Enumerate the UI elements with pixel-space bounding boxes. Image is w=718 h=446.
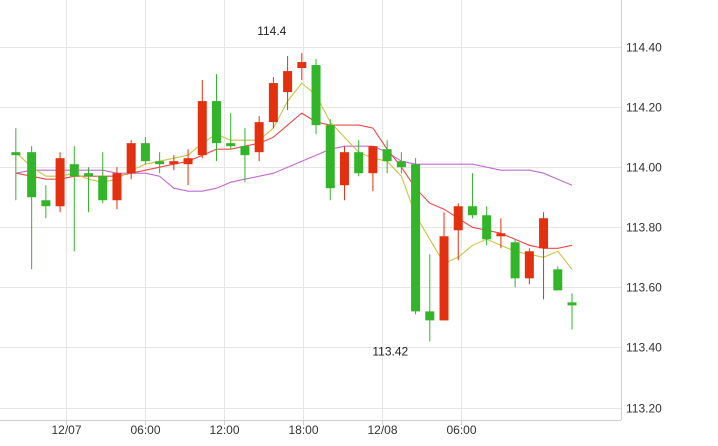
annotations: 114.4 113.42 (257, 24, 408, 358)
candle-up (283, 71, 293, 93)
ma-mid-line (15, 112, 573, 249)
x-tick-label: 12:00 (209, 423, 239, 437)
y-tick-label: 113.80 (626, 221, 662, 235)
candle-down (510, 242, 520, 279)
candle-down (41, 200, 51, 207)
y-tick-label: 114.40 (626, 41, 662, 55)
candle-down (325, 125, 335, 189)
candle-up (439, 236, 449, 321)
candle-up (55, 158, 65, 207)
price-annotation: 114.4 (257, 24, 286, 38)
grid-lines (0, 0, 621, 420)
candle-up (453, 206, 463, 231)
candle-up (496, 233, 506, 237)
ma-long-line (15, 145, 573, 192)
candle-down (240, 146, 250, 156)
candle-down (482, 215, 492, 240)
x-tick-label: 06:00 (130, 423, 160, 437)
candle-up (297, 62, 307, 69)
candle-down (553, 269, 563, 291)
candle-up (126, 143, 136, 174)
candle-down (411, 164, 421, 312)
ma-short-line (15, 82, 573, 270)
x-tick-label: 12/07 (51, 423, 81, 437)
y-tick-label: 114.00 (626, 161, 662, 175)
y-tick-label: 114.20 (626, 101, 662, 115)
price-annotation: 113.42 (372, 344, 408, 358)
tick-labels: 114.40 114.20 114.00 113.80 113.60 113.40 113.… (51, 41, 662, 438)
candle-down (84, 173, 94, 177)
candle-down (155, 161, 165, 165)
axes (0, 0, 622, 425)
candle-up (197, 101, 207, 156)
x-tick-label: 06:00 (446, 423, 476, 437)
candle-down (425, 311, 435, 321)
y-tick-label: 113.40 (626, 341, 662, 355)
candle-up (183, 158, 193, 165)
candle-down (354, 152, 364, 174)
candle-up (368, 146, 378, 174)
candle-up (524, 251, 534, 279)
candle-up (169, 161, 179, 165)
candle-up (539, 218, 549, 249)
candles (11, 53, 577, 342)
candle-down (11, 152, 21, 156)
candle-up (339, 152, 349, 186)
candle-down (226, 143, 236, 147)
candle-down (396, 161, 406, 168)
candle-down (69, 164, 79, 177)
y-tick-label: 113.60 (626, 281, 662, 295)
x-tick-label: 12/08 (367, 423, 397, 437)
candle-down (311, 65, 321, 126)
candle-down (567, 302, 577, 306)
candle-up (254, 122, 264, 153)
candle-down (212, 101, 221, 144)
candle-down (140, 143, 150, 162)
candle-down (98, 176, 108, 201)
moving-average-lines (15, 82, 573, 270)
x-tick-label: 18:00 (288, 423, 318, 437)
candle-up (268, 83, 278, 123)
candle-down (382, 149, 392, 162)
candle-up (112, 173, 122, 201)
y-tick-label: 113.20 (626, 402, 662, 416)
candle-down (467, 206, 477, 216)
candle-down (27, 152, 37, 198)
